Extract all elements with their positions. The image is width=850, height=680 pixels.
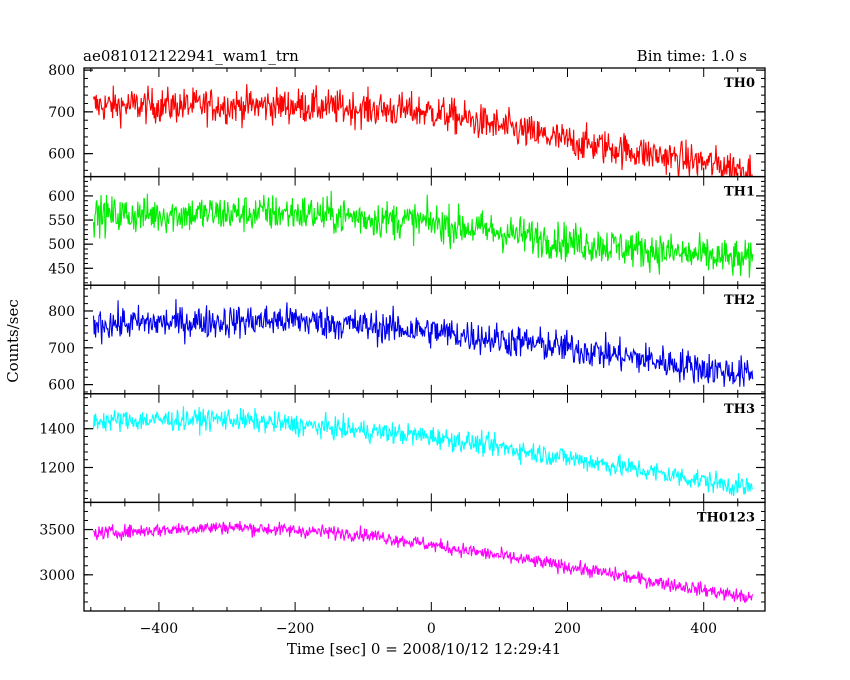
panel-label: TH0 [724, 76, 755, 91]
y-tick-label: 500 [48, 237, 75, 253]
y-tick-label: 700 [48, 105, 75, 121]
x-axis-label: Time [sec] 0 = 2008/10/12 12:29:41 [287, 640, 561, 658]
panel-th0123: TH0123 3000 3500 −400 −200 0 200 400 [39, 501, 766, 637]
series-line-th3 [92, 406, 754, 496]
panel-label: TH0123 [697, 510, 755, 525]
panel-th0: TH0 600 700 800 [48, 63, 766, 178]
y-tick-label: 800 [48, 63, 75, 79]
panel-frame [83, 501, 766, 612]
panel-label: TH3 [724, 402, 755, 417]
panel-label: TH2 [724, 293, 755, 308]
chart-title-right: Bin time: 1.0 s [637, 47, 747, 65]
x-tick-label: 400 [690, 621, 717, 637]
y-tick-label: 1200 [39, 460, 75, 476]
chart-title-left: ae081012122941_wam1_trn [83, 47, 299, 65]
x-tick-label: 0 [427, 621, 436, 637]
y-tick-label: 600 [48, 147, 75, 163]
x-tick-label: −200 [276, 621, 314, 637]
y-tick-label: 3000 [39, 568, 75, 584]
series-line-th0 [92, 84, 753, 177]
panel-frame [83, 175, 766, 286]
x-tick-label: −400 [140, 621, 178, 637]
panel-frame [83, 393, 766, 504]
y-tick-label: 450 [48, 261, 75, 277]
panel-th2: TH2 600 700 800 [48, 284, 766, 395]
y-tick-label: 550 [48, 213, 75, 229]
panel-th1: TH1 450 500 550 600 [48, 175, 766, 286]
y-tick-label: 3500 [39, 523, 75, 539]
y-tick-label: 700 [48, 341, 75, 357]
panels-group: TH0600700800TH1450500550600TH2600700800T… [39, 63, 766, 637]
panel-frame [83, 284, 766, 395]
series-line-th2 [92, 299, 754, 387]
series-line-th0123 [93, 520, 754, 604]
panel-label: TH1 [724, 185, 755, 200]
y-tick-label: 800 [48, 304, 75, 320]
y-tick-label: 600 [48, 189, 75, 205]
y-tick-label: 1400 [39, 422, 75, 438]
x-tick-label: 200 [554, 621, 581, 637]
y-tick-label: 600 [48, 378, 75, 394]
y-axis-label: Counts/sec [4, 299, 22, 383]
panel-th3: TH3 1200 1400 [39, 393, 766, 504]
series-line-th1 [92, 190, 754, 278]
